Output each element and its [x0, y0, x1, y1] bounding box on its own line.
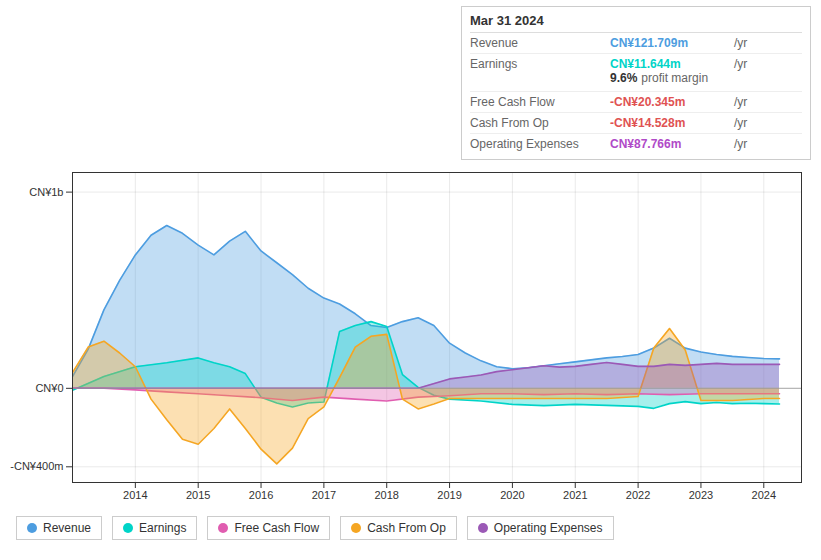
- html-text:Revenue: Revenue: [43, 521, 91, 535]
- html-text:Cash From Op: Cash From Op: [367, 521, 446, 535]
- html-text:/yr: /yr: [734, 137, 748, 151]
- svg-text:2020: 2020: [500, 489, 524, 501]
- svg-text:2018: 2018: [374, 489, 398, 501]
- html-text:CN¥87.766m: CN¥87.766m: [610, 137, 682, 151]
- svg-text:CN¥0: CN¥0: [35, 382, 63, 394]
- svg-text:2022: 2022: [626, 489, 650, 501]
- html-text:CN¥11.644m: CN¥11.644m: [610, 57, 681, 71]
- html-text:9.6% profit margin: 9.6% profit margin: [610, 71, 709, 85]
- html-text:Earnings: Earnings: [470, 57, 518, 71]
- svg-text:2024: 2024: [752, 489, 776, 501]
- html-text:Operating Expenses: Operating Expenses: [493, 521, 603, 535]
- svg-text:2016: 2016: [249, 489, 273, 501]
- html-text:Earnings: Earnings: [139, 521, 187, 535]
- svg-text:CN¥1b: CN¥1b: [29, 186, 63, 198]
- html-text:CN¥121.709m: CN¥121.709m: [610, 36, 689, 50]
- svg-text:-CN¥400m: -CN¥400m: [10, 460, 63, 472]
- svg-text:2014: 2014: [123, 489, 147, 501]
- html-text:Free Cash Flow: Free Cash Flow: [234, 521, 320, 535]
- html-text:/yr: /yr: [734, 57, 748, 71]
- html-text:/yr: /yr: [734, 116, 748, 130]
- html-text:Cash From Op: Cash From Op: [470, 116, 549, 130]
- html-text:-CN¥20.345m: -CN¥20.345m: [610, 95, 686, 109]
- html-text:/yr: /yr: [734, 95, 748, 109]
- svg-text:2023: 2023: [689, 489, 713, 501]
- html-text:/yr: /yr: [734, 36, 748, 50]
- html-text:Revenue: Revenue: [470, 36, 518, 50]
- html-text:-CN¥14.528m: -CN¥14.528m: [610, 116, 686, 130]
- svg-text:2017: 2017: [312, 489, 336, 501]
- html-text:Free Cash Flow: Free Cash Flow: [470, 95, 555, 109]
- html-text:Operating Expenses: Operating Expenses: [470, 137, 579, 151]
- svg-text:2019: 2019: [437, 489, 461, 501]
- html-text:Mar 31 2024: Mar 31 2024: [470, 13, 544, 28]
- svg-text:2021: 2021: [563, 489, 587, 501]
- svg-text:2015: 2015: [186, 489, 210, 501]
